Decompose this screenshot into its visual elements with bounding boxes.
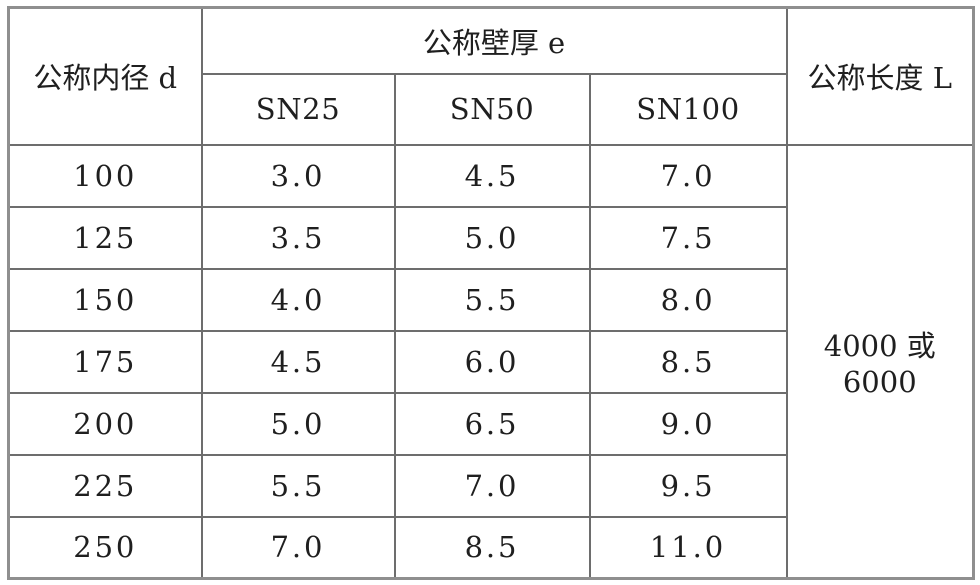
cell-sn25: 3.0 xyxy=(200,143,396,208)
cell-sn50: 5.0 xyxy=(393,205,591,270)
table-header: 公称内径 d 公称壁厚 e 公称长度 L SN25 SN50 SN100 xyxy=(7,6,975,146)
cell-sn25: 5.5 xyxy=(200,453,396,518)
cell-diameter: 250 xyxy=(7,515,203,580)
cell-diameter: 125 xyxy=(7,205,203,270)
cell-sn25: 7.0 xyxy=(200,515,396,580)
cell-diameter: 225 xyxy=(7,453,203,518)
table-body: 100 3.0 4.5 7.0 4000 或 6000 125 3.5 5.0 … xyxy=(7,143,975,580)
cell-diameter: 100 xyxy=(7,143,203,208)
cell-sn50: 4.5 xyxy=(393,143,591,208)
cell-diameter: 150 xyxy=(7,267,203,332)
cell-sn100: 9.5 xyxy=(588,453,788,518)
header-row-top: 公称内径 d 公称壁厚 e 公称长度 L xyxy=(7,6,975,146)
cell-sn100: 8.5 xyxy=(588,329,788,394)
pipe-dimensions-table: 公称内径 d 公称壁厚 e 公称长度 L SN25 SN50 SN100 100… xyxy=(7,6,976,580)
header-sn50: SN50 xyxy=(393,72,591,146)
cell-sn100: 8.0 xyxy=(588,267,788,332)
header-sn100: SN100 xyxy=(588,72,788,146)
cell-sn25: 4.5 xyxy=(200,329,396,394)
header-nominal-length: 公称长度 L xyxy=(785,6,975,146)
header-wall-thickness: 公称壁厚 e xyxy=(200,6,788,75)
cell-sn50: 5.5 xyxy=(393,267,591,332)
cell-sn100: 11.0 xyxy=(588,515,788,580)
cell-length-value: 4000 或 6000 xyxy=(785,143,975,580)
cell-sn25: 4.0 xyxy=(200,267,396,332)
header-sn25: SN25 xyxy=(200,72,396,146)
cell-sn100: 9.0 xyxy=(588,391,788,456)
cell-sn50: 6.5 xyxy=(393,391,591,456)
cell-sn50: 7.0 xyxy=(393,453,591,518)
header-nominal-diameter: 公称内径 d xyxy=(7,6,203,146)
cell-sn25: 3.5 xyxy=(200,205,396,270)
table-row: 100 3.0 4.5 7.0 4000 或 6000 xyxy=(7,143,975,580)
table-row: 125 3.5 5.0 7.5 xyxy=(7,205,974,270)
table-row: 175 4.5 6.0 8.5 xyxy=(7,329,974,394)
cell-sn50: 8.5 xyxy=(393,515,591,580)
header-row-sub: SN25 SN50 SN100 xyxy=(9,72,974,146)
table-row: 250 7.0 8.5 11.0 xyxy=(7,515,974,580)
cell-diameter: 175 xyxy=(7,329,203,394)
table-row: 225 5.5 7.0 9.5 xyxy=(7,453,974,518)
cell-sn25: 5.0 xyxy=(200,391,396,456)
cell-sn100: 7.5 xyxy=(588,205,788,270)
cell-sn100: 7.0 xyxy=(588,143,788,208)
table-row: 150 4.0 5.5 8.0 xyxy=(7,267,974,332)
cell-sn50: 6.0 xyxy=(393,329,591,394)
table-row: 200 5.0 6.5 9.0 xyxy=(7,391,974,456)
cell-diameter: 200 xyxy=(7,391,203,456)
